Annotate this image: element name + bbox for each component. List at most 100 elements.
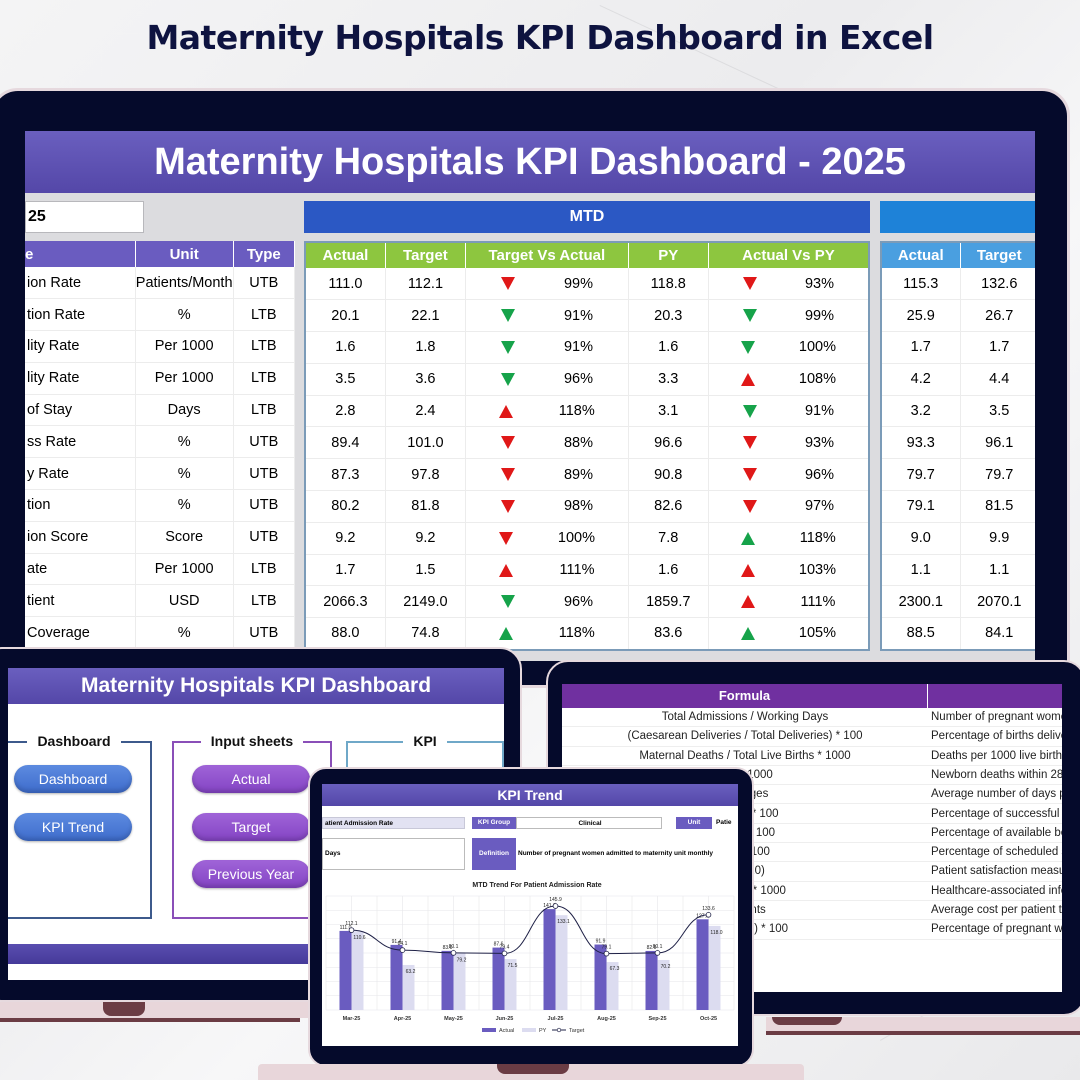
x-tick-label: Mar-25 [343,1016,361,1022]
data-label-py: 71.5 [508,963,518,969]
type-cell: LTB [233,584,296,618]
kpi-group-value: Clinical [516,817,662,829]
ytd-row: 1.1 1.1 [881,554,1035,587]
kpi-name-cell: tion [25,489,136,522]
triangle-down-icon [500,277,515,291]
ytd-actual-cell: 88.5 [881,617,961,651]
unit-cell: Per 1000 [135,362,234,395]
actual-vs-py-cell: 91% [804,403,834,420]
definition-cell: Patient satisfaction measu [931,865,1062,878]
mtd-row: 89.4 101.0 88% 96.6 93% [305,426,870,460]
data-label-py: 70.2 [661,964,671,970]
definition-cell: Percentage of scheduled s [931,846,1062,859]
bar-py [402,964,415,1010]
target-point [552,903,559,909]
kpi-name-cell: lity Rate [25,362,136,395]
mtd-actual-cell: 2.8 [305,395,386,428]
target-point [399,947,406,953]
chart-title: MTD Trend For Patient Admission Rate [472,882,601,889]
legend-swatch-actual [482,1028,496,1032]
type-cell: LTB [233,330,296,363]
nav-group-title: KPI [403,733,447,749]
bar-py [555,915,568,1010]
formula-table-header: Formula [562,684,1062,708]
bar-py [504,959,517,1010]
data-label-target: 112.1 [345,921,357,927]
x-tick-label: Apr-25 [394,1016,411,1022]
kpi-name-cell: ion Rate [25,267,136,300]
data-label-actual: 127.3 [696,913,709,919]
formula-cell: (Caesarean Deliveries / Total Deliveries… [627,730,863,743]
triangle-up-icon [498,404,513,418]
unit-cell: Per 1000 [135,330,234,363]
target-point [348,927,355,933]
kpi-name-select[interactable]: atient Admission Rate [322,817,465,829]
kpi-row: ion Rate Patients/Month UTB [25,267,296,300]
definition-label: Definition [472,838,516,870]
mtd-actual-cell: 20.1 [305,299,386,333]
actual-sheet-button[interactable]: Actual [192,765,310,793]
target-point [501,950,508,957]
ytd-target-cell: 132.6 [960,268,1035,301]
mtd-tva-header: Target Vs Actual [465,242,629,268]
kpi-name-cell: lity Rate [25,330,136,363]
dashboard-button[interactable]: Dashboard [14,765,132,793]
unit-cell: % [135,298,234,332]
kpi-trend-button[interactable]: KPI Trend [14,813,132,841]
unit-cell: Days [135,394,234,427]
type-cell: LTB [233,394,296,427]
mtd-py-cell: 90.8 [628,458,709,492]
unit-cell: Patients/Month [135,267,234,300]
actual-vs-py-cell: 111% [800,593,836,610]
ytd-target-cell: 79.7 [960,458,1035,492]
ytd-actual-cell: 4.2 [881,363,961,396]
triangle-up-icon [741,531,756,545]
mtd-target-cell: 101.0 [385,426,467,460]
data-label-py: 67.3 [610,966,620,972]
triangle-up-icon [498,626,513,640]
triangle-down-icon [500,436,515,450]
ytd-actual-cell: 1.7 [881,331,961,364]
kpi-info-table: e Unit Type ion Rate Patients/Month UTB … [25,241,296,650]
ytd-table: Actual Target 115.3 132.6 25.9 26.7 1.7 … [880,241,1035,651]
kpi-name-cell: tion Rate [25,298,136,332]
ytd-actual-header: Actual [881,242,961,268]
target-vs-actual-cell: 111% [559,562,595,579]
mtd-trend-chart: MTD Trend For Patient Admission Rate 111… [325,882,735,1034]
data-label-py: 118.0 [710,930,722,936]
x-tick-label: May-25 [444,1016,463,1022]
definition-cell: Average number of days pa [931,788,1062,801]
ytd-row: 2300.1 2070.1 [881,585,1035,619]
formula-row: Total Admissions / Working Days Number o… [562,708,1062,728]
mtd-py-cell: 82.6 [628,490,709,523]
target-vs-actual-cell: 96% [563,593,593,610]
x-tick-label: Oct-25 [700,1016,717,1022]
ytd-actual-cell: 79.7 [881,458,961,492]
ytd-actual-cell: 1.1 [881,554,961,587]
triangle-down-icon [500,309,515,323]
kpi-row: ss Rate % UTB [25,425,296,459]
mtd-row: 111.0 112.1 99% 118.8 93% [305,268,870,301]
unit-cell: % [135,457,234,491]
target-vs-actual-cell: 89% [563,466,593,483]
kpi-name-cell: y Rate [25,457,136,491]
data-label-target: 84.1 [398,941,408,947]
data-label-target: 79.1 [602,945,612,951]
year-selector[interactable]: 25 [25,201,144,233]
kpi-trend-title: KPI Trend [322,784,738,806]
triangle-down-icon [742,436,757,450]
nav-group-title: Dashboard [27,733,121,749]
mtd-row: 1.7 1.5 111% 1.6 103% [305,554,870,587]
definition-cell: Percentage of pregnant wo [931,923,1062,936]
actual-vs-py-cell: 93% [804,275,834,292]
actual-vs-py-cell: 96% [804,466,834,483]
target-sheet-button[interactable]: Target [192,813,310,841]
type-cell: UTB [233,267,296,300]
mtd-py-cell: 7.8 [628,522,709,555]
actual-vs-py-cell: 103% [798,562,836,579]
ytd-actual-cell: 115.3 [881,268,961,301]
previous-year-sheet-button[interactable]: Previous Year [192,860,310,888]
target-vs-actual-cell: 118% [558,403,595,420]
mtd-target-cell: 9.2 [385,522,467,555]
target-point [603,950,610,957]
